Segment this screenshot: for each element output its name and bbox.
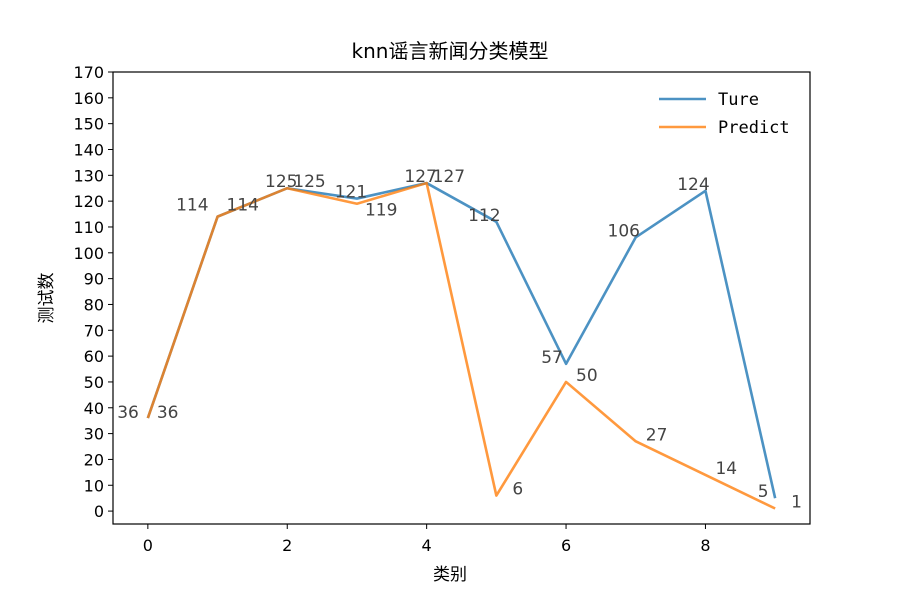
data-label-predict: 6 — [512, 480, 523, 500]
legend-label-ture: Ture — [718, 90, 759, 110]
y-tick-label: 80 — [84, 295, 104, 314]
data-label-predict: 14 — [715, 459, 737, 479]
x-tick-label: 6 — [561, 536, 571, 555]
x-axis-label: 类别 — [433, 565, 467, 585]
plot-lines — [146, 181, 777, 510]
x-tick-label: 4 — [422, 536, 432, 555]
x-tick-label: 2 — [282, 536, 292, 555]
y-tick-label: 90 — [84, 270, 104, 289]
y-tick-label: 100 — [73, 244, 104, 263]
legend-label-predict: Predict — [718, 118, 790, 138]
y-tick-label: 30 — [84, 425, 104, 444]
legend: Ture Predict — [659, 90, 790, 138]
data-label-ture: 121 — [335, 183, 367, 203]
data-label-predict: 1 — [791, 493, 802, 513]
data-label-ture: 127 — [404, 167, 436, 187]
y-tick-label: 60 — [84, 347, 104, 366]
y-tick-label: 160 — [73, 89, 104, 108]
data-label-ture: 124 — [677, 175, 709, 195]
data-label-predict: 50 — [576, 366, 598, 386]
y-tick-label: 120 — [73, 192, 104, 211]
y-axis-label: 测试数 — [37, 273, 57, 324]
y-tick-label: 0 — [94, 502, 104, 521]
data-label-predict: 127 — [433, 167, 465, 187]
y-tick-label: 140 — [73, 140, 104, 159]
data-label-ture: 112 — [468, 206, 500, 226]
data-label-ture: 125 — [265, 172, 297, 192]
data-label-ture: 5 — [758, 482, 769, 502]
y-tick-label: 10 — [84, 476, 104, 495]
axes-ticks: 0102030405060708090100110120130140150160… — [73, 63, 710, 555]
data-label-ture: 114 — [176, 196, 208, 216]
y-tick-label: 150 — [73, 115, 104, 134]
x-tick-label: 8 — [700, 536, 710, 555]
data-label-predict: 125 — [293, 172, 325, 192]
plot-frame — [112, 71, 811, 525]
x-tick-label: 0 — [143, 536, 153, 555]
data-label-ture: 57 — [541, 348, 563, 368]
data-label-predict: 27 — [646, 425, 668, 445]
y-tick-label: 170 — [73, 63, 104, 82]
y-tick-label: 20 — [84, 450, 104, 469]
data-labels: 3611412512112711257106124536114125119127… — [117, 167, 802, 512]
data-label-ture: 106 — [608, 221, 640, 241]
y-tick-label: 110 — [73, 218, 104, 237]
data-label-predict: 36 — [157, 403, 179, 423]
data-label-predict: 114 — [227, 196, 259, 216]
y-tick-label: 40 — [84, 399, 104, 418]
y-tick-label: 130 — [73, 166, 104, 185]
series-line-predict — [146, 181, 776, 510]
chart-title: knn谣言新闻分类模型 — [352, 39, 549, 63]
y-tick-label: 50 — [84, 373, 104, 392]
y-tick-label: 70 — [84, 321, 104, 340]
data-label-ture: 36 — [117, 403, 139, 423]
data-label-predict: 119 — [365, 201, 397, 221]
